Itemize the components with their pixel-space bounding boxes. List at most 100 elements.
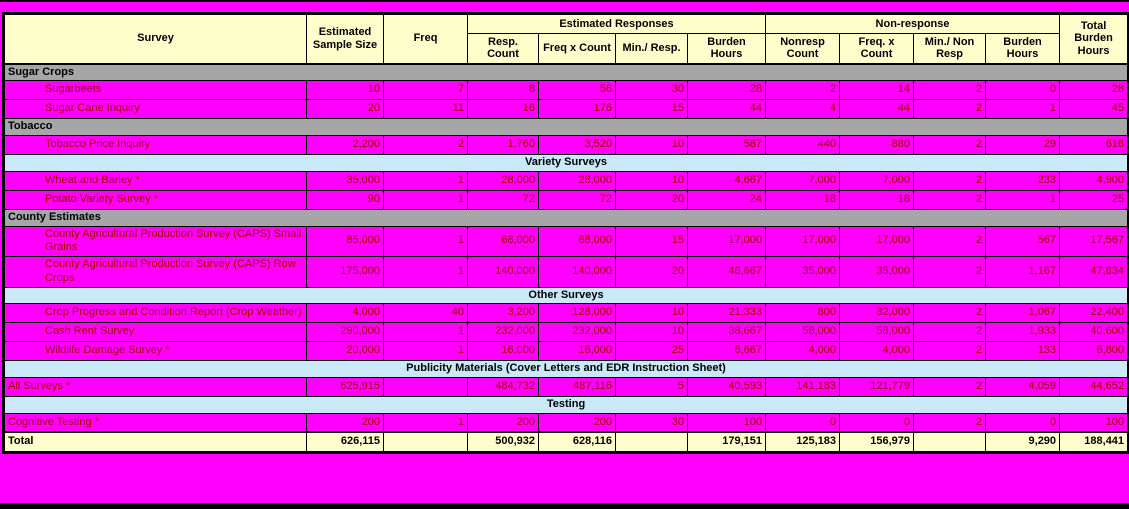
value-cell: 567 xyxy=(985,225,1061,257)
value-cell: 4 xyxy=(765,99,841,120)
value-cell: 4,000 xyxy=(765,341,841,362)
total-row: Total 626,115 500,932 628,116 179,151 125,183… xyxy=(3,431,1129,453)
value-cell: 1,067 xyxy=(985,303,1061,324)
section-row: Sugar Crops xyxy=(2,62,1129,82)
value-cell: 7,000 xyxy=(839,170,915,191)
value-cell: 17,000 xyxy=(839,225,915,257)
value-cell: 100 xyxy=(686,412,767,433)
value-cell: 10 xyxy=(615,303,688,324)
value-cell: 1 xyxy=(383,322,468,343)
value-cell: 121,779 xyxy=(839,377,915,397)
value-cell: 1 xyxy=(383,256,468,288)
value-cell: 7 xyxy=(383,80,468,101)
value-cell: 587 xyxy=(686,135,767,155)
value-cell: 35,000 xyxy=(306,170,384,191)
value-cell: 1 xyxy=(985,99,1061,120)
value-cell: 100 xyxy=(1059,412,1129,433)
value-cell: 15 xyxy=(615,225,688,257)
value-cell: 2 xyxy=(913,135,987,155)
value-cell: 1,760 xyxy=(467,135,539,155)
value-cell: 200 xyxy=(538,412,616,433)
value-cell: 6,667 xyxy=(686,341,767,362)
value-cell: 58,000 xyxy=(765,322,841,343)
value-cell: 1 xyxy=(383,412,468,433)
group-row: Testing xyxy=(2,396,1129,414)
value-cell: 140,000 xyxy=(467,256,539,288)
col-group-non-response: Non-response xyxy=(765,13,1061,34)
col-header-freq-x-count: Freq x Count xyxy=(538,33,616,64)
col-header-burden-hours: Burden Hours xyxy=(686,33,767,64)
value-cell: 880 xyxy=(839,135,915,155)
section-row: Tobacco xyxy=(2,118,1129,136)
table-row: Wildlife Damage Survey * 20,000 1 16,000 16,… xyxy=(3,341,1129,362)
value-cell: 28,000 xyxy=(467,170,539,191)
value-cell: 2 xyxy=(913,170,987,191)
value-cell: 10 xyxy=(615,322,688,343)
value-cell: 2,200 xyxy=(306,135,384,155)
group-label: Other Surveys xyxy=(2,286,1129,305)
value-cell: 30 xyxy=(615,412,688,433)
value-cell: 14 xyxy=(839,80,915,101)
value-cell: 2 xyxy=(913,377,987,397)
value-cell: 2 xyxy=(913,322,987,343)
value-cell: 2 xyxy=(913,412,987,433)
value-cell: 290,000 xyxy=(306,322,384,343)
section-label: Sugar Crops xyxy=(2,62,1129,82)
value-cell: 38,667 xyxy=(686,322,767,343)
value-cell: 40 xyxy=(383,303,468,324)
group-label: Publicity Materials (Cover Letters and E… xyxy=(2,360,1129,378)
header-sub-row: Resp. Count Freq x Count Min./ Resp. Bur… xyxy=(4,33,1129,64)
survey-name-cell: Wildlife Damage Survey * xyxy=(3,341,307,362)
value-cell: 141,183 xyxy=(765,377,841,397)
group-label: Testing xyxy=(2,396,1129,414)
value-cell: 156,979 xyxy=(839,431,915,453)
value-cell: 9,290 xyxy=(985,431,1061,453)
value-cell: 18 xyxy=(839,189,915,210)
table-row: Tobacco Price Inquiry 2,200 2 1,760 3,520 10 5… xyxy=(3,135,1129,155)
value-cell: 1 xyxy=(985,189,1061,210)
value-cell: 30 xyxy=(615,80,688,101)
value-cell: 7,000 xyxy=(765,170,841,191)
survey-name-cell: Wheat and Barley * xyxy=(3,170,307,191)
table-row: Sugarbeets 10 7 8 56 30 28 2 14 2 0 28 xyxy=(3,80,1129,101)
value-cell: 2 xyxy=(913,225,987,257)
value-cell: 4,059 xyxy=(985,377,1061,397)
value-cell: 1,167 xyxy=(985,256,1061,288)
value-cell: 25 xyxy=(1059,189,1129,210)
section-row: County Estimates xyxy=(2,208,1129,227)
table-row: Wheat and Barley * 35,000 1 28,000 28,000 10 4… xyxy=(3,170,1129,191)
table-header: Survey Estimated Sample Size Freq Estima… xyxy=(3,13,1129,64)
value-cell: 44 xyxy=(839,99,915,120)
value-cell: 140,000 xyxy=(538,256,616,288)
value-cell: 2 xyxy=(913,303,987,324)
value-cell: 72 xyxy=(467,189,539,210)
value-cell: 133 xyxy=(985,341,1061,362)
value-cell: 20 xyxy=(615,189,688,210)
value-cell: 72 xyxy=(538,189,616,210)
top-black-bar xyxy=(0,0,1129,2)
table-row: All Surveys * 625,915 484,732 487,116 5 40,59… xyxy=(3,377,1129,397)
value-cell: 22,400 xyxy=(1059,303,1129,324)
value-cell xyxy=(615,431,688,453)
table-row: County Agricultural Production Survey (C… xyxy=(3,256,1129,288)
value-cell xyxy=(913,431,987,453)
value-cell: 1,933 xyxy=(985,322,1061,343)
value-cell: 628,116 xyxy=(538,431,616,453)
value-cell: 5 xyxy=(615,377,688,397)
survey-name-cell: Tobacco Price Inquiry xyxy=(3,135,307,155)
value-cell: 20,000 xyxy=(306,341,384,362)
value-cell: 176 xyxy=(538,99,616,120)
value-cell: 6,800 xyxy=(1059,341,1129,362)
value-cell: 4,900 xyxy=(1059,170,1129,191)
value-cell: 200 xyxy=(306,412,384,433)
value-cell: 29 xyxy=(985,135,1061,155)
value-cell: 1 xyxy=(383,225,468,257)
value-cell: 2 xyxy=(913,341,987,362)
survey-name-cell: Cash Rent Survey xyxy=(3,322,307,343)
survey-name-cell: Total xyxy=(3,431,307,453)
bottom-black-bar xyxy=(0,503,1129,509)
group-row: Variety Surveys xyxy=(2,154,1129,172)
value-cell: 17,000 xyxy=(765,225,841,257)
value-cell: 47,834 xyxy=(1059,256,1129,288)
value-cell: 200 xyxy=(467,412,539,433)
